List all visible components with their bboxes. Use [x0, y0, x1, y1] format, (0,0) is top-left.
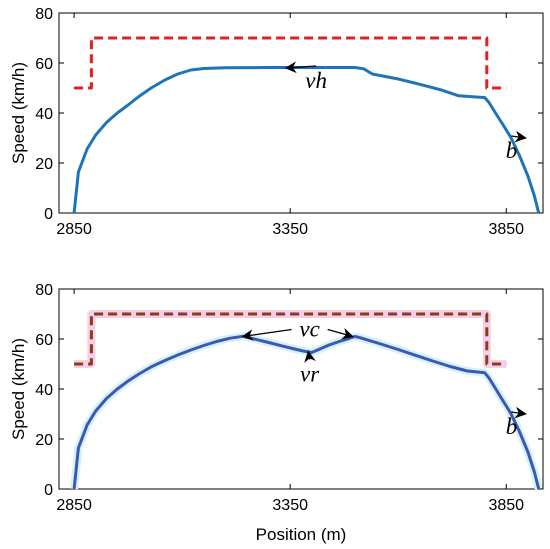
top-y-tick-label: 40 — [35, 106, 53, 123]
top-axes-box — [58, 12, 544, 214]
top-x-tick-label: 3850 — [488, 221, 524, 238]
top-y-tick-label: 0 — [44, 206, 53, 223]
top-y-tick-label: 20 — [35, 156, 53, 173]
bottom-x-tick-label: 3850 — [488, 497, 524, 514]
bottom-annotation-b: b — [506, 414, 518, 439]
bottom-speed-limit-line — [74, 312, 507, 366]
bottom-chart-panel: 0 20 40 60 80 2850 3350 3850 vc vr b Speed (km/h… — [9, 282, 544, 544]
top-y-axis-label: Speed (km/h) — [9, 62, 28, 164]
top-vh-arrow — [284, 61, 317, 74]
bottom-x-tick-label: 2850 — [56, 497, 92, 514]
bottom-y-tick-label: 40 — [35, 382, 53, 399]
top-y-tick-label: 80 — [35, 6, 53, 23]
bottom-x-ticks: 2850 3350 3850 — [56, 289, 524, 514]
top-series-group — [72, 36, 541, 214]
bottom-y-axis-label: Speed (km/h) — [9, 338, 28, 440]
top-x-tick-label: 2850 — [56, 221, 92, 238]
bottom-y-ticks: 0 20 40 60 80 — [35, 282, 543, 499]
bottom-series-group — [70, 310, 543, 490]
bottom-y-tick-label: 80 — [35, 282, 53, 299]
top-annotation-vh: vh — [305, 68, 327, 93]
bottom-b-arrow — [511, 406, 527, 419]
top-y-ticks: 0 20 40 60 80 — [35, 6, 543, 223]
bottom-annotation-vr: vr — [300, 362, 320, 387]
top-y-tick-label: 60 — [35, 56, 53, 73]
bottom-vc-vr-line — [72, 334, 541, 490]
bottom-vc-arrow-1 — [327, 328, 354, 340]
bottom-x-tick-label: 3350 — [272, 497, 308, 514]
top-chart-panel: 0 20 40 60 80 2850 3350 3850 vh b Speed (km/h) — [9, 6, 544, 238]
top-x-ticks: 2850 3350 3850 — [56, 13, 524, 238]
bottom-vc-arrow-0 — [241, 328, 292, 341]
top-speed-limit-line — [74, 36, 507, 90]
bottom-axes-box — [58, 288, 544, 490]
top-b-arrow — [511, 130, 527, 143]
bottom-y-tick-label: 0 — [44, 482, 53, 499]
top-annotation-b: b — [506, 138, 518, 163]
bottom-annotation-vc: vc — [299, 317, 319, 342]
bottom-y-tick-label: 60 — [35, 332, 53, 349]
bottom-annotations: vc vr b — [241, 317, 527, 439]
bottom-x-axis-label: Position (m) — [256, 525, 347, 544]
top-vh-line — [72, 66, 541, 214]
bottom-y-tick-label: 20 — [35, 432, 53, 449]
bottom-vr-arrow — [304, 350, 316, 363]
top-annotations: vh b — [284, 61, 527, 163]
top-x-tick-label: 3350 — [272, 221, 308, 238]
